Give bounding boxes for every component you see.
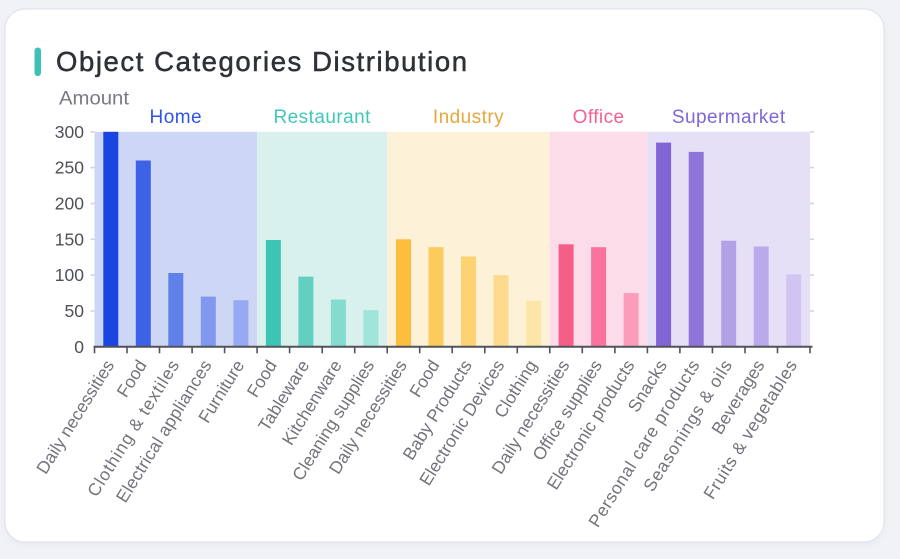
svg-text:Industry: Industry	[433, 107, 504, 128]
svg-text:Restaurant: Restaurant	[273, 107, 371, 128]
svg-text:100: 100	[55, 265, 84, 285]
svg-text:250: 250	[55, 158, 84, 178]
svg-text:200: 200	[55, 194, 84, 214]
svg-text:Amount: Amount	[59, 88, 130, 110]
svg-text:50: 50	[65, 301, 85, 321]
svg-text:Home: Home	[150, 107, 202, 128]
svg-text:0: 0	[74, 337, 84, 357]
svg-text:150: 150	[55, 229, 84, 249]
svg-text:300: 300	[55, 122, 84, 142]
svg-text:Office: Office	[573, 107, 625, 128]
svg-text:Supermarket: Supermarket	[672, 107, 786, 128]
